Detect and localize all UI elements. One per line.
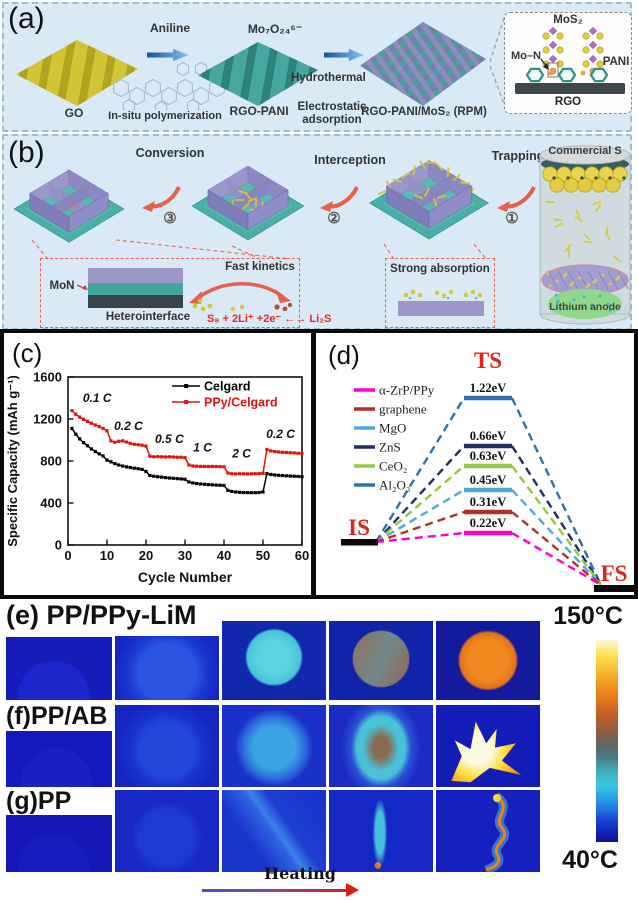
panel-a-tag: (a) (8, 2, 45, 35)
thermal-image-g3 (222, 790, 326, 872)
panel-a: (a) GO In-situ polymerization Aniline RG… (2, 2, 632, 132)
row-e-label: (e) PP/PPy-LiM (6, 602, 197, 629)
panel-cd-divider (311, 333, 316, 595)
mon-label: MoN (49, 280, 75, 292)
thermal-image-g2 (115, 790, 219, 872)
thermal-image-g1 (6, 815, 112, 872)
step-2-number: ② (327, 210, 341, 227)
electrostatic-label: Electrostatic adsorption (297, 101, 367, 127)
thermal-image-f2 (115, 705, 219, 787)
hydrothermal-arrow-icon (324, 48, 364, 62)
thermal-image-e3 (222, 621, 326, 700)
stack-mon-layer (88, 283, 183, 295)
step-3-number: ③ (163, 210, 177, 227)
heating-arrow-head-icon (346, 883, 359, 897)
row-f-label: (f)PP/AB (6, 704, 107, 729)
heating-label: Heating (264, 864, 336, 883)
thermal-image-g5 (436, 790, 540, 872)
thermal-image-e1 (6, 637, 112, 700)
hydrothermal-label: Hydrothermal (291, 72, 366, 84)
stack-top-layer (88, 268, 183, 283)
step-conversion-label: Conversion (135, 146, 205, 160)
fast-kinetics-arrow-icon (189, 282, 293, 311)
mo7o24-label: Mo₇O₂₄⁶⁻ (247, 22, 303, 36)
mos2-label: MoS₂ (553, 14, 583, 26)
step-1-number: ① (505, 210, 519, 227)
heating-arrow-bar (202, 889, 348, 892)
lithium-anode-label: Lithium anode (549, 301, 621, 313)
colorbar-max-label: 150°C (553, 602, 623, 630)
step-interception-label: Interception (314, 153, 386, 167)
thermal-image-f1 (6, 731, 112, 787)
panel-b: (b) Conversion Interception Trapping ③ ②… (2, 134, 632, 330)
row-g-tag: (g) (6, 787, 38, 815)
separator-cell-cylinder: Commercial S Lithium anode (539, 145, 631, 325)
thermal-image-f4 (329, 705, 433, 787)
strong-absorption-inset: Strong absorption (385, 258, 495, 328)
row-g-label: (g)PP (6, 789, 71, 814)
conversion-equation: S₈ + 2Li⁺ +2e⁻ ←→ Li₂S (207, 313, 332, 325)
commercial-s-label: Commercial S (548, 145, 621, 157)
framework-box-intercepted (191, 165, 305, 241)
thermal-image-e4 (329, 621, 433, 700)
fast-kinetics-label: Fast kinetics (225, 261, 295, 273)
rpm-label: RGO-PANI/MoS₂ (RPM) (361, 106, 487, 118)
aniline-arrow-icon (147, 48, 189, 62)
absorption-slab (398, 301, 484, 316)
thermal-image-f3 (222, 705, 326, 787)
temperature-colorbar (596, 640, 618, 842)
panel-c-tag: (c) (12, 338, 43, 368)
rgo-label: RGO (554, 96, 582, 108)
go-sheet (15, 40, 139, 106)
panel-b-tag: (b) (8, 136, 45, 169)
in-situ-label: In-situ polymerization (108, 110, 222, 122)
go-label: GO (64, 106, 84, 120)
row-f-tag: (f) (6, 702, 31, 730)
panel-d-tag: (d) (328, 340, 360, 370)
step-trapping-label: Trapping (491, 149, 545, 163)
row-g-material: PP (37, 787, 72, 815)
flame-shape (451, 721, 522, 783)
heterointerface-label: Heterointerface (105, 311, 191, 323)
row-e-tag: (e) (6, 600, 39, 630)
rgo-pani-label: RGO-PANI (229, 104, 289, 118)
thermal-image-g4 (329, 790, 433, 872)
panel-a-inset: MoS₂ Mo–N PANI RGO (504, 12, 632, 114)
mo-n-label: Mo–N (511, 50, 541, 62)
strong-absorption-label: Strong absorption (390, 263, 490, 275)
row-f-material: PP/AB (30, 702, 108, 730)
colorbar-min-label: 40°C (562, 846, 618, 874)
panel-cd-frame (0, 329, 638, 599)
thermal-image-f5 (436, 705, 540, 787)
burned-residue-art (484, 792, 509, 872)
heterointerface-inset: MoN Fast kinetics Heterointerface S₈ + 2… (40, 258, 331, 328)
framework-box-converted (13, 169, 125, 243)
adsorbed-polysulfide-dots (403, 289, 483, 300)
row-e-material: PP/PPy-LiM (46, 600, 197, 630)
aniline-label: Aniline (149, 21, 190, 35)
pani-label: PANI (602, 56, 630, 68)
thermal-image-e5 (436, 621, 540, 700)
stack-bottom-layer (88, 295, 183, 308)
rpm-sheet (360, 22, 486, 106)
thermal-image-e2 (115, 636, 219, 700)
